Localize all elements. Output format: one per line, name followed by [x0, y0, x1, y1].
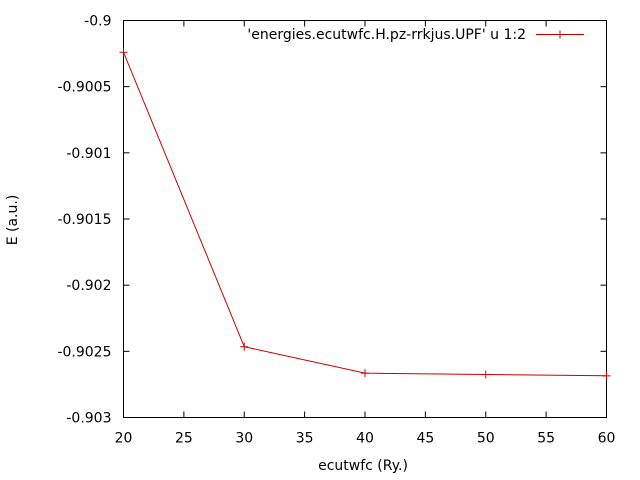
y-tick-label: -0.902	[66, 278, 111, 294]
x-tick-label: 30	[235, 431, 253, 447]
x-tick-label: 45	[416, 431, 434, 447]
series-layer	[119, 48, 611, 380]
data-point-marker	[481, 370, 490, 379]
x-axis-title: ecutwfc (Ry.)	[318, 458, 408, 474]
y-tick-label: -0.903	[66, 411, 111, 427]
y-axis-ticks: -0.9 -0.9005 -0.901 -0.9015 -0.902 -0.9025 -0.…	[57, 14, 607, 427]
y-tick-label: -0.901	[66, 146, 111, 162]
data-point-marker	[602, 371, 611, 380]
x-tick-label: 55	[537, 431, 555, 447]
data-point-marker	[119, 48, 128, 57]
y-tick-label: -0.9025	[57, 344, 111, 360]
x-tick-label: 20	[115, 431, 133, 447]
x-tick-label: 25	[175, 431, 193, 447]
y-tick-label: -0.9	[84, 14, 111, 30]
legend: 'energies.ecutwfc.H.pz-rrkjus.UPF' u 1:2	[247, 27, 584, 43]
y-axis-title: E (a.u.)	[5, 195, 21, 246]
data-point-marker	[361, 369, 369, 378]
legend-series-marker	[556, 30, 564, 39]
x-axis-ticks: 20 25 30 35 40 45 50 55 60	[115, 20, 616, 447]
y-tick-label: -0.9015	[57, 212, 111, 228]
x-tick-label: 60	[598, 431, 616, 447]
x-tick-label: 35	[296, 431, 314, 447]
x-tick-label: 40	[356, 431, 374, 447]
x-tick-label: 50	[477, 431, 495, 447]
data-point-marker	[240, 342, 249, 351]
legend-series-label: 'energies.ecutwfc.H.pz-rrkjus.UPF' u 1:2	[247, 27, 526, 43]
y-tick-label: -0.9005	[57, 80, 111, 96]
